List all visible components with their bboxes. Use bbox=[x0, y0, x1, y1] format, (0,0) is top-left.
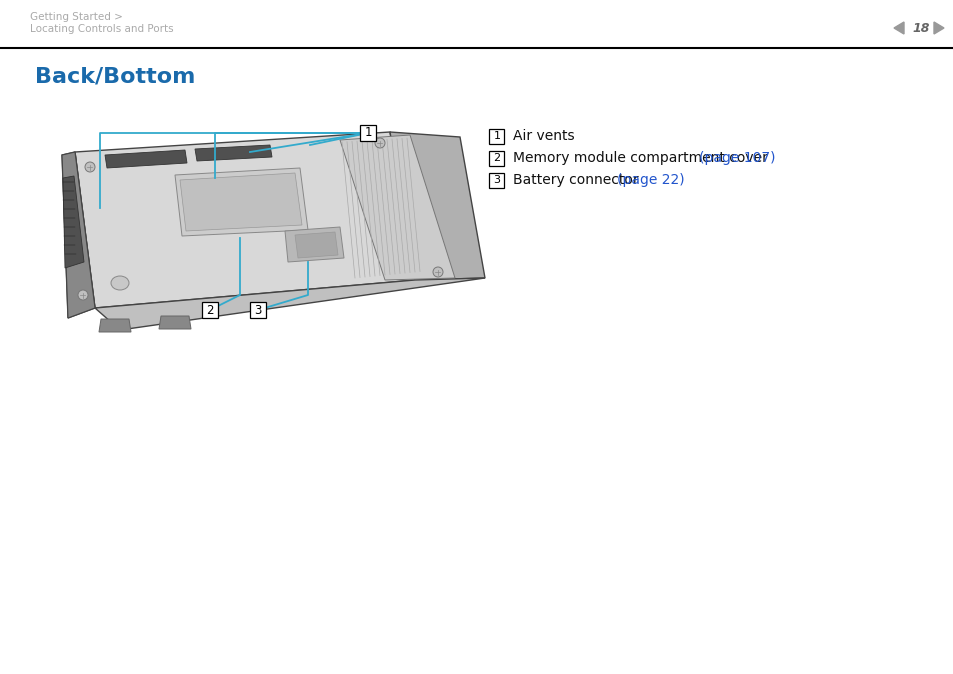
Circle shape bbox=[433, 267, 442, 277]
Bar bbox=[202, 302, 218, 318]
Bar bbox=[489, 150, 504, 166]
Polygon shape bbox=[95, 278, 484, 330]
Text: Locating Controls and Ports: Locating Controls and Ports bbox=[30, 24, 173, 34]
Polygon shape bbox=[159, 316, 191, 329]
Polygon shape bbox=[893, 22, 903, 34]
Text: Memory module compartment cover: Memory module compartment cover bbox=[513, 151, 771, 165]
Circle shape bbox=[85, 162, 95, 172]
Circle shape bbox=[78, 290, 88, 300]
Polygon shape bbox=[63, 176, 84, 268]
Text: 1: 1 bbox=[364, 127, 372, 140]
Polygon shape bbox=[62, 152, 95, 318]
Polygon shape bbox=[62, 152, 95, 318]
Ellipse shape bbox=[111, 276, 129, 290]
Polygon shape bbox=[174, 168, 308, 236]
Polygon shape bbox=[105, 150, 187, 168]
Polygon shape bbox=[933, 22, 943, 34]
Bar bbox=[489, 129, 504, 144]
Text: 2: 2 bbox=[493, 153, 500, 163]
Circle shape bbox=[375, 138, 385, 148]
Text: 1: 1 bbox=[493, 131, 500, 141]
Polygon shape bbox=[285, 227, 344, 262]
Polygon shape bbox=[180, 173, 302, 231]
Text: 3: 3 bbox=[254, 303, 261, 317]
Polygon shape bbox=[390, 132, 484, 280]
Bar bbox=[250, 302, 266, 318]
Text: 2: 2 bbox=[206, 303, 213, 317]
Text: Getting Started >: Getting Started > bbox=[30, 12, 123, 22]
Text: (page 107): (page 107) bbox=[698, 151, 774, 165]
Text: Back/Bottom: Back/Bottom bbox=[35, 66, 195, 86]
Polygon shape bbox=[99, 319, 131, 332]
Polygon shape bbox=[294, 232, 337, 258]
Polygon shape bbox=[339, 135, 455, 280]
Bar bbox=[359, 125, 375, 141]
Bar bbox=[489, 173, 504, 187]
Text: Air vents: Air vents bbox=[513, 129, 574, 143]
Text: (page 22): (page 22) bbox=[617, 173, 684, 187]
Text: 18: 18 bbox=[911, 22, 929, 34]
Polygon shape bbox=[194, 145, 272, 161]
Text: Battery connector: Battery connector bbox=[513, 173, 642, 187]
Polygon shape bbox=[75, 132, 415, 308]
Text: 3: 3 bbox=[493, 175, 500, 185]
